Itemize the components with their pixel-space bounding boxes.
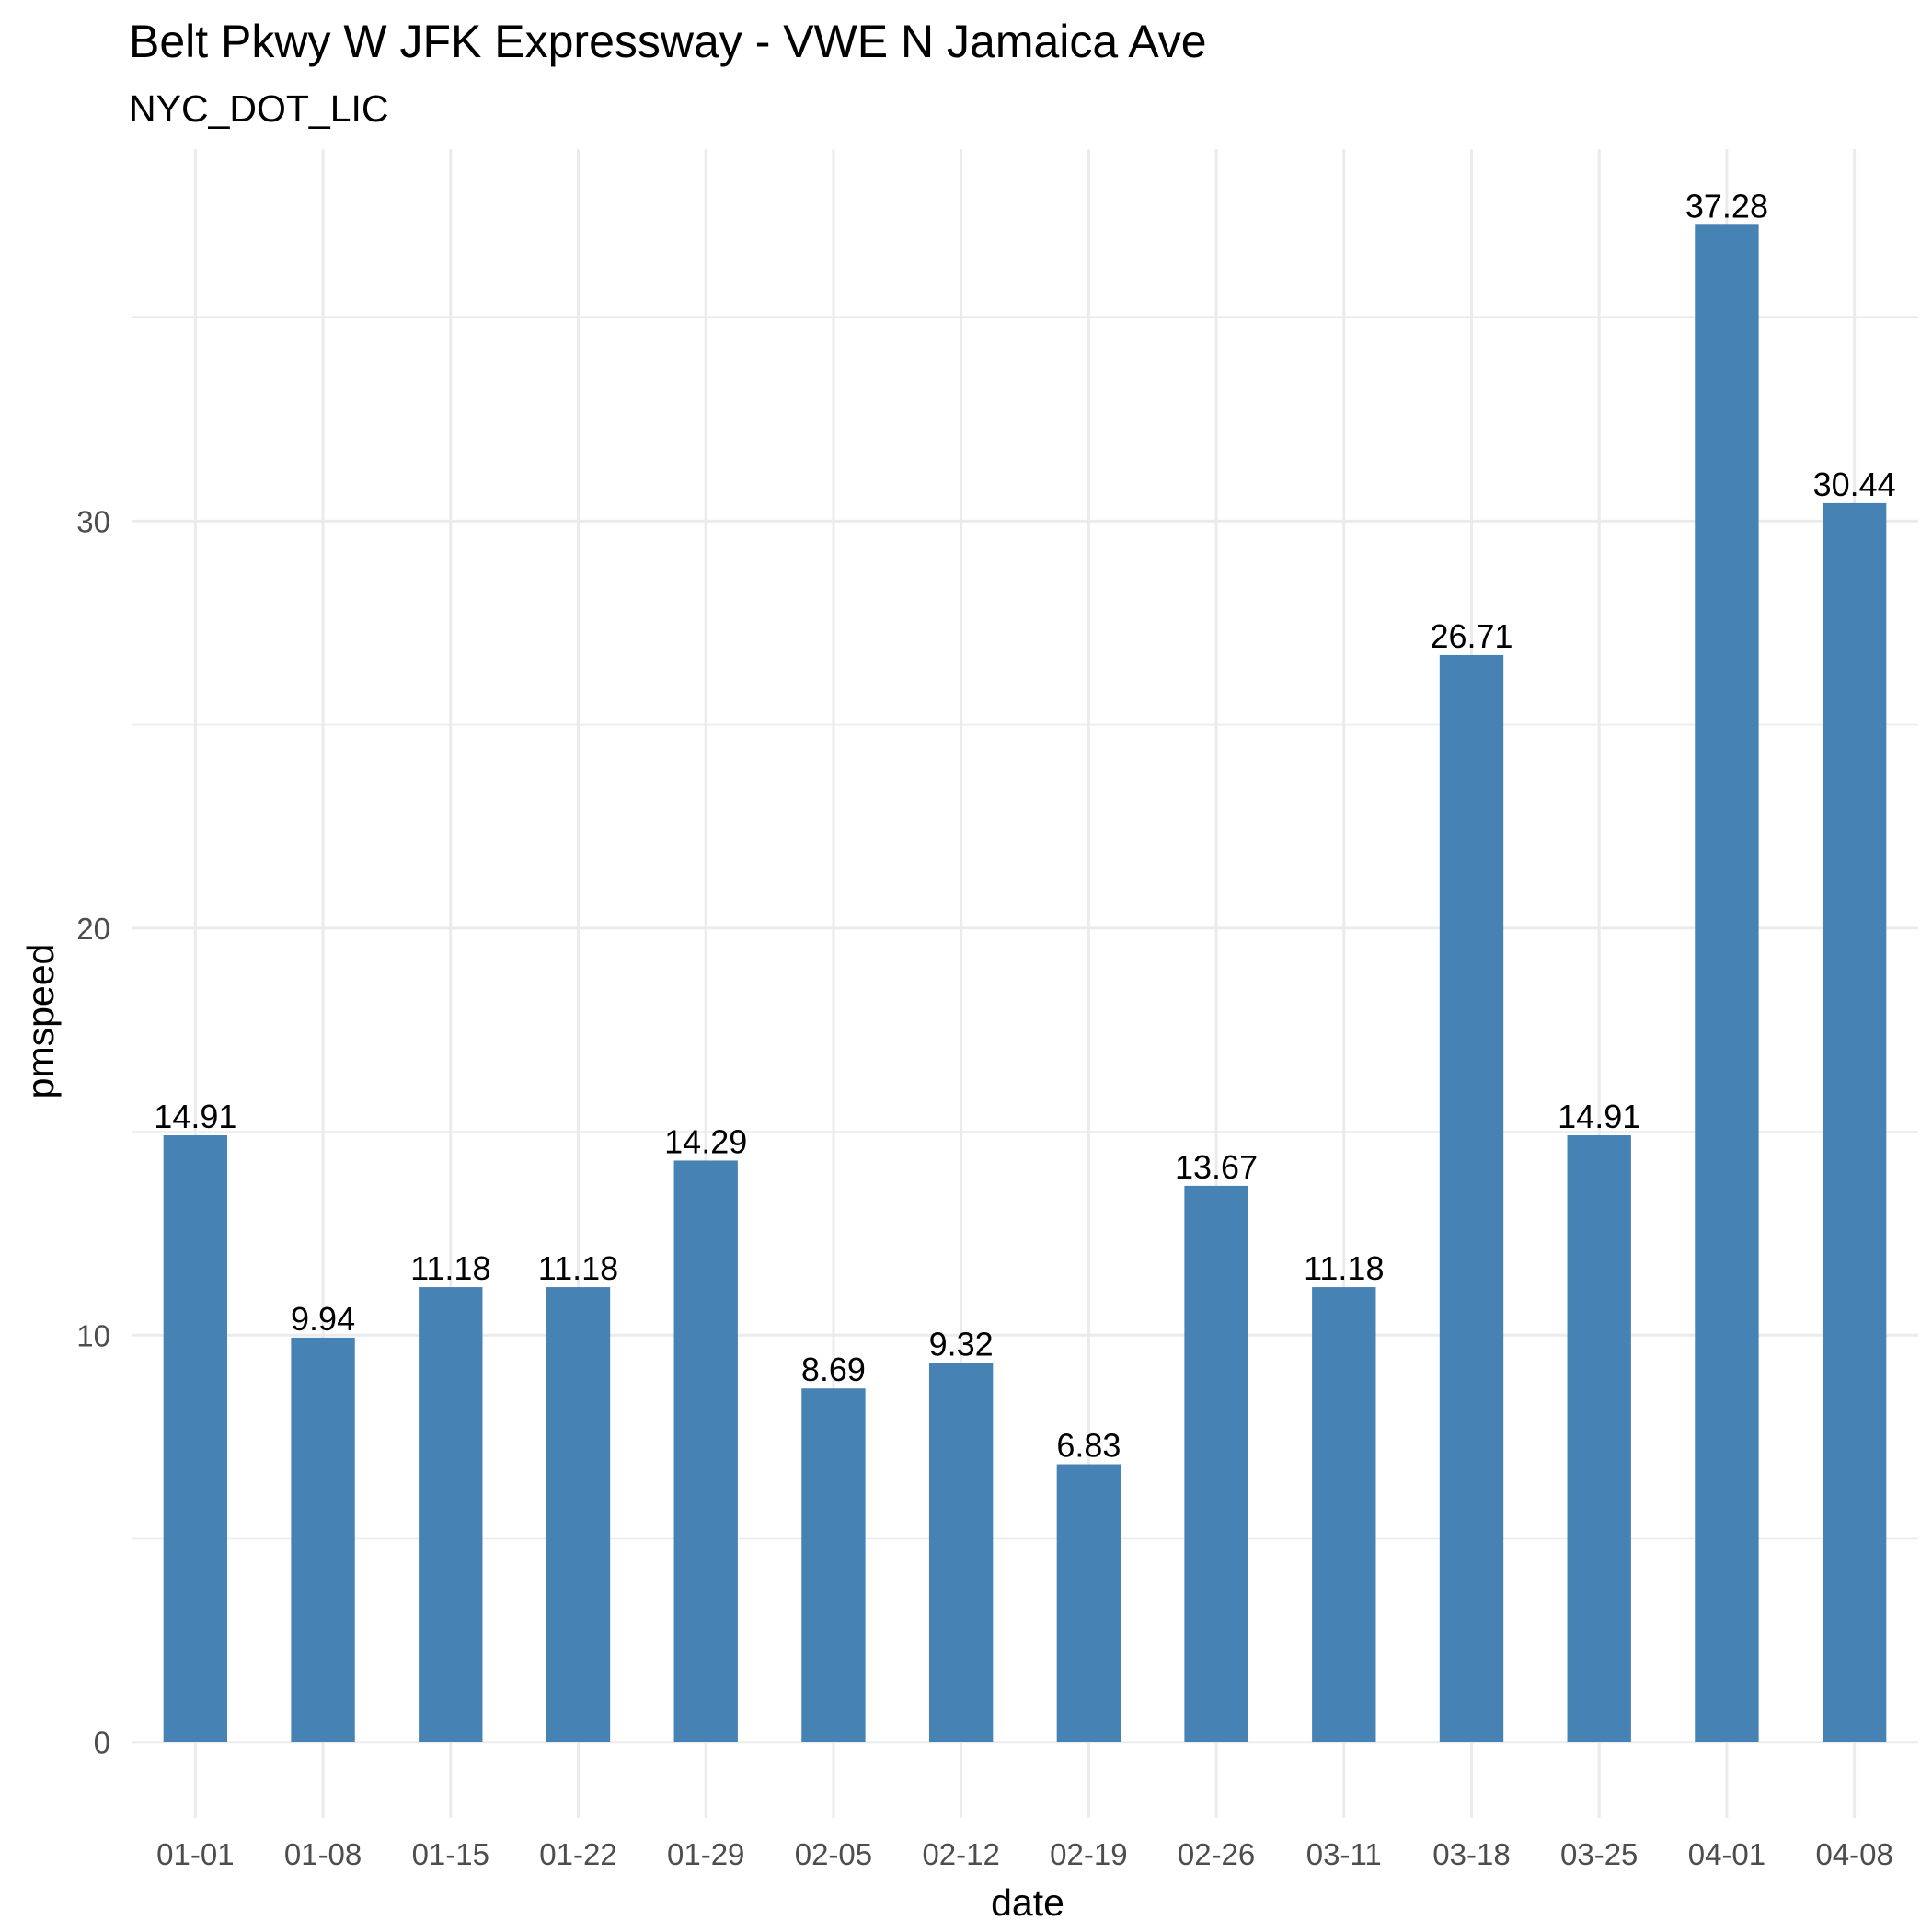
x-tick-label: 01-29 xyxy=(667,1837,744,1871)
data-label-02-05: 8.69 xyxy=(801,1351,866,1388)
bar-04-08 xyxy=(1822,502,1887,1742)
x-tick-label: 03-11 xyxy=(1306,1837,1382,1871)
x-axis-title: date xyxy=(991,1881,1064,1924)
data-label-01-15: 11.18 xyxy=(410,1249,490,1287)
x-tick-label: 04-01 xyxy=(1688,1837,1765,1871)
x-tick-label: 01-01 xyxy=(156,1837,234,1871)
x-tick-label: 02-19 xyxy=(1050,1837,1127,1871)
y-axis-ticks: 0 10 20 30 xyxy=(76,504,110,1759)
bars xyxy=(163,224,1887,1742)
chart-subtitle: NYC_DOT_LIC xyxy=(129,87,389,130)
data-label-02-19: 6.83 xyxy=(1056,1427,1121,1465)
x-tick-label: 03-25 xyxy=(1560,1837,1638,1871)
data-label-04-08: 30.44 xyxy=(1813,466,1896,503)
y-axis-title: pmspeed xyxy=(19,944,62,1099)
x-tick-label: 01-08 xyxy=(284,1837,362,1871)
x-tick-label: 02-26 xyxy=(1178,1837,1255,1871)
data-label-01-29: 14.29 xyxy=(664,1122,747,1160)
bar-02-05 xyxy=(801,1388,866,1742)
bar-01-08 xyxy=(291,1337,355,1742)
bar-02-19 xyxy=(1056,1464,1121,1742)
data-label-01-08: 9.94 xyxy=(291,1300,355,1338)
bar-03-18 xyxy=(1439,654,1504,1742)
chart-title: Belt Pkwy W JFK Expressway - VWE N Jamai… xyxy=(129,16,1207,67)
bar-01-29 xyxy=(673,1160,738,1742)
y-tick-label: 30 xyxy=(76,504,110,538)
data-label-01-01: 14.91 xyxy=(154,1098,236,1135)
x-tick-label: 02-05 xyxy=(795,1837,872,1871)
x-axis-ticks: 01-01 01-08 01-15 01-22 01-29 02-05 02-12 02-19… xyxy=(156,1837,1893,1871)
bar-02-26 xyxy=(1184,1185,1248,1742)
y-tick-label: 20 xyxy=(76,912,110,946)
bar-03-11 xyxy=(1312,1287,1376,1742)
y-tick-label: 10 xyxy=(76,1318,110,1352)
x-tick-label: 01-22 xyxy=(539,1837,616,1871)
bar-02-12 xyxy=(928,1363,994,1742)
data-label-01-22: 11.18 xyxy=(538,1249,618,1287)
data-label-03-11: 11.18 xyxy=(1304,1249,1384,1287)
x-tick-label: 03-18 xyxy=(1432,1837,1510,1871)
x-tick-label: 01-15 xyxy=(412,1837,489,1871)
bar-03-25 xyxy=(1567,1135,1631,1742)
data-label-02-26: 13.67 xyxy=(1175,1148,1258,1186)
data-labels: 14.91 9.94 11.18 11.18 14.29 8.69 9.32 6.83 13.6… xyxy=(154,187,1895,1464)
data-label-03-18: 26.71 xyxy=(1430,617,1512,655)
bar-01-01 xyxy=(163,1135,228,1742)
x-tick-label: 04-08 xyxy=(1815,1837,1892,1871)
x-tick-label: 02-12 xyxy=(922,1837,999,1871)
data-label-04-01: 37.28 xyxy=(1685,187,1768,224)
y-tick-label: 0 xyxy=(94,1726,110,1760)
data-label-03-25: 14.91 xyxy=(1558,1098,1640,1135)
data-label-02-12: 9.32 xyxy=(929,1325,994,1363)
bar-01-15 xyxy=(419,1287,483,1742)
bar-01-22 xyxy=(546,1287,611,1742)
bar-04-01 xyxy=(1695,224,1759,1742)
